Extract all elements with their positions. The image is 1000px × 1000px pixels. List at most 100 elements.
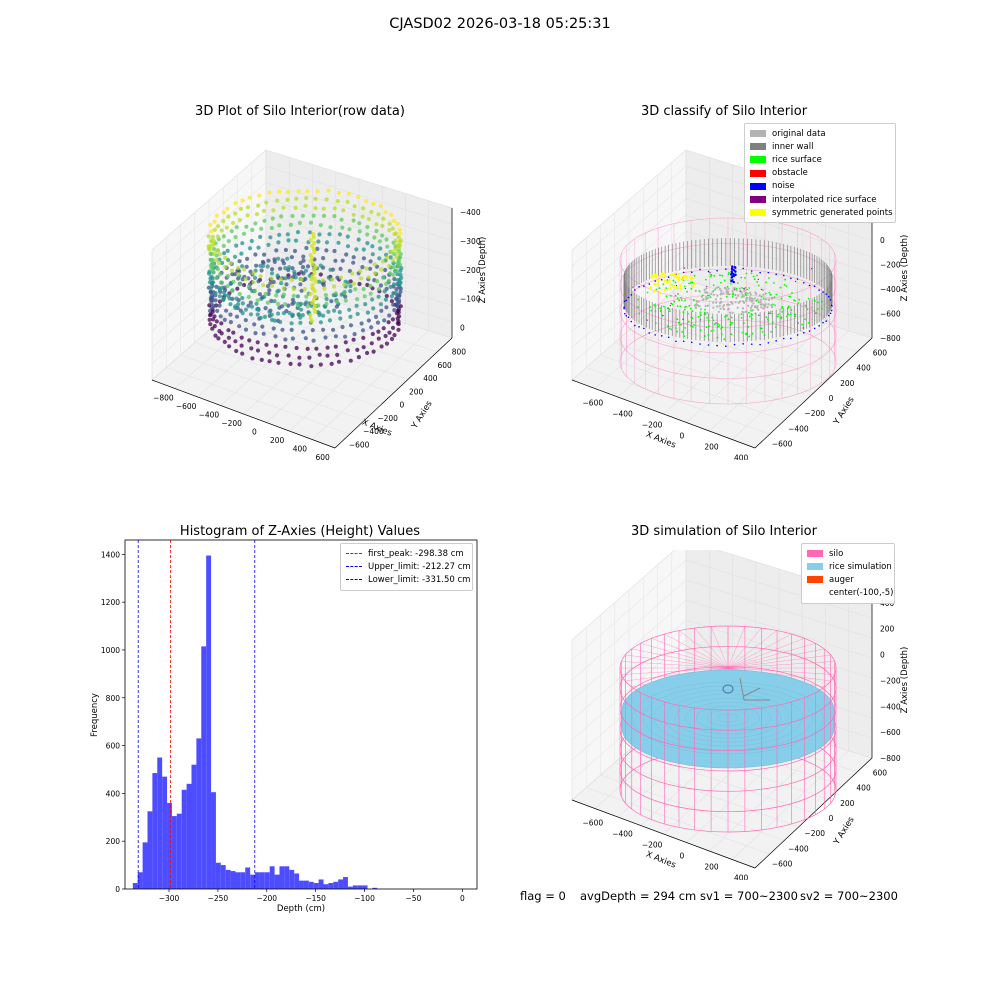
rice-surface-point [665, 295, 668, 298]
panel1-point [241, 231, 247, 236]
panel1-point [326, 309, 331, 314]
panel3-histogram: −300 −250 −200 −150 −100 −50 0 0 200 400 600 800 100… [90, 539, 478, 914]
panel1-point [216, 285, 221, 290]
panel1-point [207, 317, 212, 322]
grid-line [571, 579, 687, 681]
panel1-point [323, 293, 328, 298]
panel1-point [351, 218, 356, 223]
original-data-point [755, 292, 758, 296]
rice-surface-point [693, 324, 695, 326]
silo-ring [619, 217, 837, 303]
rice-surface-point [662, 283, 665, 286]
rice-surface-point [726, 285, 729, 288]
rice-surface-point [666, 279, 669, 281]
panel2-x-tick-label: −400 [612, 410, 633, 419]
panel1-point [271, 326, 276, 331]
rice-surface-point [719, 274, 721, 277]
panel1-point [388, 255, 393, 260]
noise-point [733, 343, 736, 346]
panel1-point [295, 230, 301, 235]
panel1-point [233, 272, 238, 277]
original-data-point [753, 297, 756, 300]
rice-surface-point [772, 303, 774, 306]
legend-swatch [750, 143, 766, 151]
noise-point [825, 320, 828, 322]
panel1-point [397, 284, 402, 289]
grid-line [685, 619, 873, 679]
legend-swatch [807, 563, 823, 571]
original-data-point [694, 289, 697, 292]
panel1-point [369, 209, 374, 214]
panel1-point [228, 312, 233, 317]
rice-surface-point [747, 311, 750, 314]
panel1-point [222, 251, 227, 256]
panel1-point [327, 232, 332, 237]
grid-line [151, 214, 267, 316]
original-data-point [762, 304, 765, 307]
rice-surface-point [672, 279, 675, 282]
panel1-point [324, 301, 329, 306]
original-data-point [735, 289, 738, 292]
panel1-point [220, 285, 225, 290]
panel1-point [253, 221, 258, 226]
panel2-title: 3D classify of Silo Interior [640, 104, 808, 119]
noise-point [796, 334, 799, 336]
x-tick-label: −250 [208, 894, 229, 903]
x-axis-line [571, 799, 756, 869]
rice-surface-point [726, 314, 728, 317]
panel1-z-tick-label: 0 [460, 324, 465, 333]
rice-surface-point [729, 323, 732, 326]
rice-surface-point [705, 326, 708, 328]
panel1-point [245, 205, 251, 210]
panel1-point [289, 321, 294, 326]
panel1-point [354, 247, 359, 252]
status-sv1: sv1 = 700~2300 [700, 889, 798, 903]
panel1-point [318, 362, 323, 367]
panel1-point [225, 284, 230, 289]
panel1-point [361, 335, 366, 340]
legend-entry: auger [807, 573, 888, 586]
rice-surface-point [801, 323, 804, 326]
panel1-point [321, 206, 326, 211]
panel1-point [396, 278, 401, 283]
noise-point [725, 345, 727, 347]
panel1-point [332, 308, 337, 313]
panel1-point [329, 361, 334, 366]
panel1-point [387, 263, 392, 269]
panel1-point [331, 327, 336, 332]
panel1-point [389, 249, 394, 254]
silo-roof-spoke [631, 648, 729, 669]
panel1-point [299, 277, 304, 282]
panel1-point [303, 276, 308, 281]
panel1-point [333, 258, 338, 263]
rice-surface-point [755, 299, 758, 302]
rice-surface-point [797, 302, 800, 304]
panel1-point [304, 245, 309, 251]
original-data-point [731, 311, 734, 314]
panel1-point [240, 301, 245, 306]
rice-surface-point [768, 277, 770, 279]
panel1-point [390, 226, 395, 231]
symmetric-generated-point [677, 279, 681, 282]
rice-surface-point [676, 297, 679, 300]
rice-surface-point [785, 285, 788, 287]
original-data-point [756, 298, 759, 301]
grid-line [251, 292, 438, 353]
panel1-point [222, 339, 227, 344]
panel1-point [288, 361, 293, 366]
rice-surface-point [745, 272, 748, 275]
legend-swatch [807, 576, 823, 584]
panel1-point [361, 287, 366, 292]
rice-surface-point [773, 296, 776, 298]
panel1-point [378, 283, 383, 288]
symmetric-generated-point [685, 276, 688, 279]
rice-surface-point [704, 312, 706, 315]
panel1-point [312, 271, 317, 275]
rice-surface-point [670, 328, 673, 331]
legend-swatch [807, 589, 823, 597]
original-data-point [765, 298, 768, 301]
panel1-point [359, 276, 364, 281]
panel1-point [225, 206, 230, 211]
original-data-point [743, 289, 746, 292]
original-data-point [699, 308, 702, 311]
